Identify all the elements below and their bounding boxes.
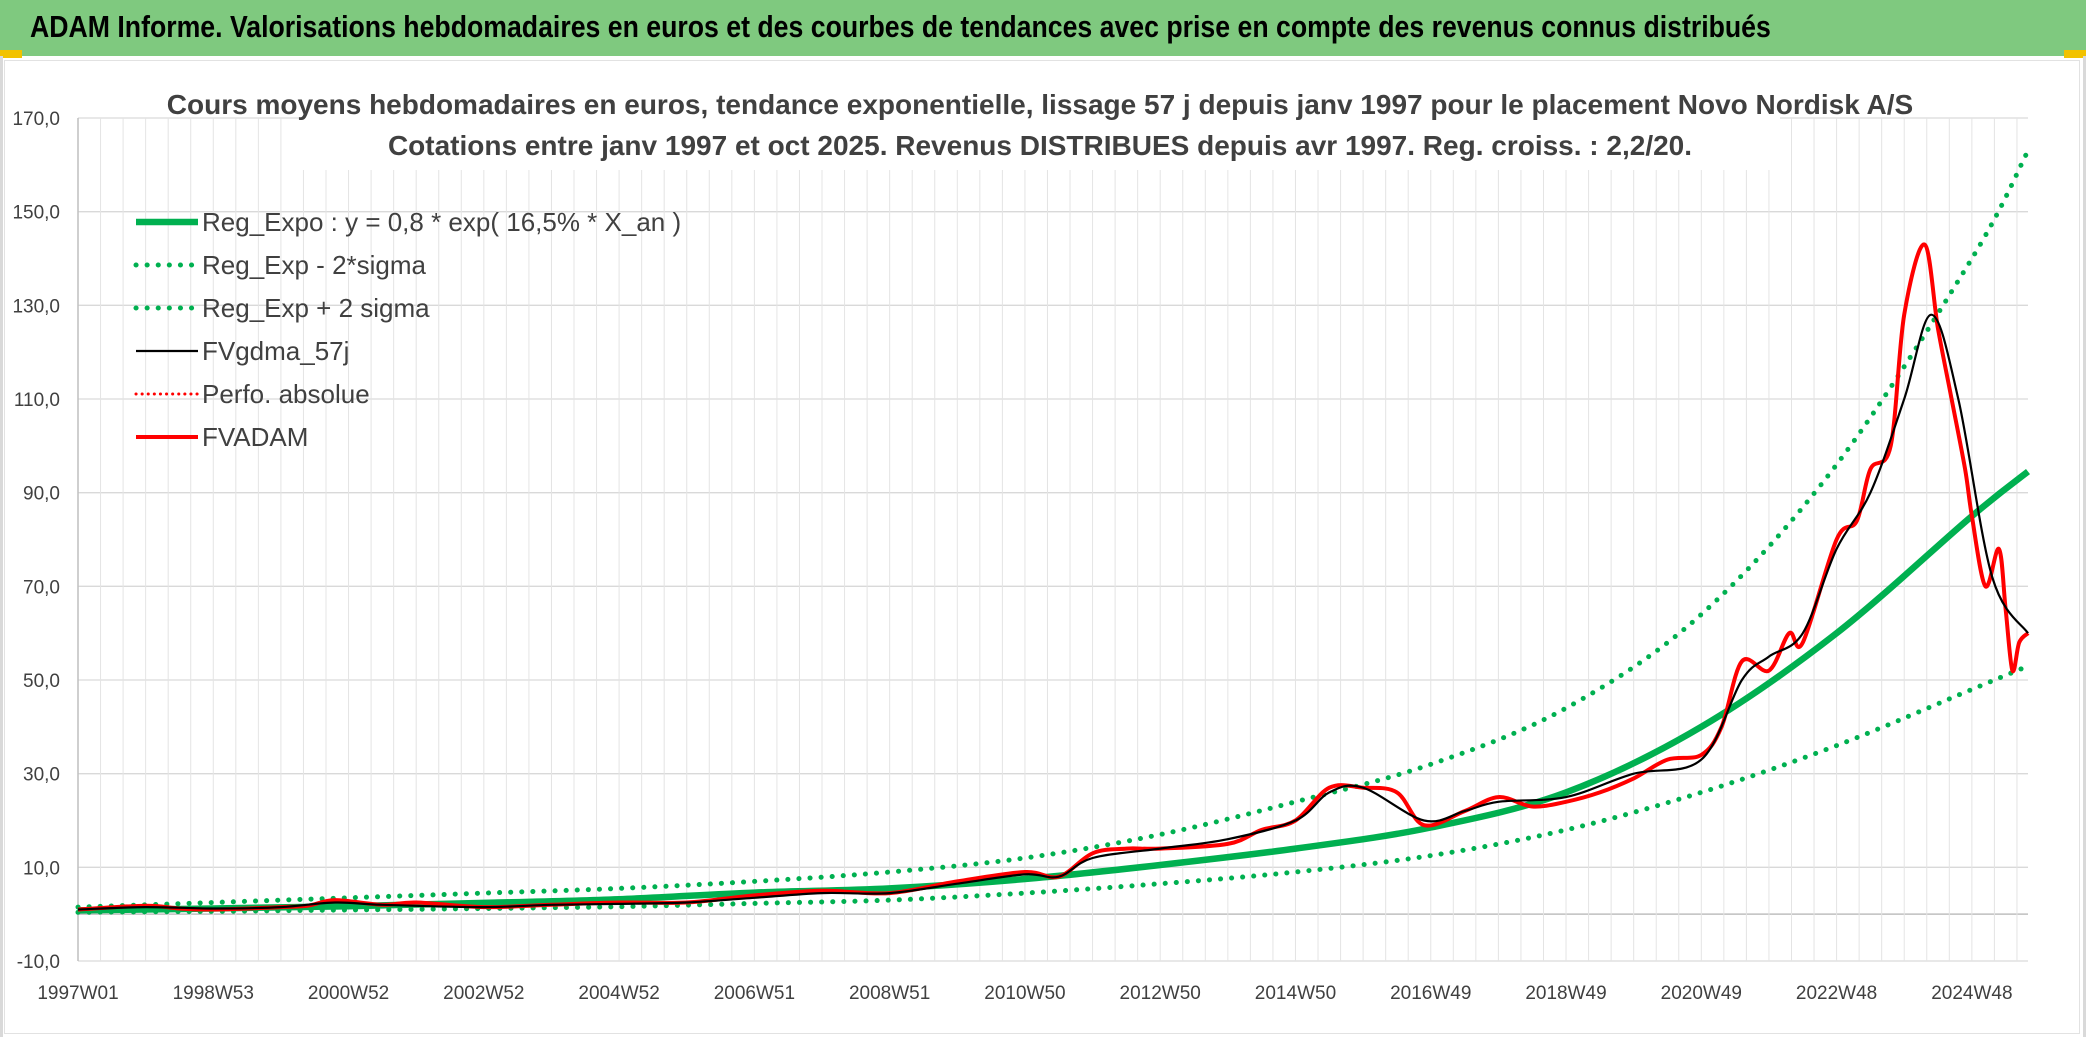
frame-right (2083, 56, 2086, 1037)
x-tick-label: 2024W48 (1931, 983, 2012, 1004)
legend-label: Reg_Exp - 2*sigma (202, 250, 427, 280)
y-tick-label: 50,0 (23, 671, 60, 692)
header-bar (0, 0, 2086, 56)
title-background (300, 86, 1780, 170)
corner-marker-right (2064, 50, 2086, 58)
x-tick-label: 2014W50 (1255, 983, 1336, 1004)
legend-label: FVADAM (202, 422, 308, 452)
y-tick-label: 70,0 (23, 577, 60, 598)
axis-labels: -10,0 10,0 30,0 50,0 70,0 90,0 110,0 130,0 150,0… (12, 109, 2012, 1004)
y-tick-label: 170,0 (12, 109, 60, 130)
x-tick-label: 2004W52 (578, 983, 659, 1004)
x-tick-label: 2008W51 (849, 983, 930, 1004)
corner-marker-left (0, 50, 22, 58)
series-fvadam (77, 242, 2030, 912)
y-tick-label: 90,0 (23, 484, 60, 505)
series-reg-exp-minus (75, 663, 2031, 915)
frame-left (0, 56, 3, 1037)
y-tick-label: 130,0 (12, 296, 60, 317)
y-tick-label: -10,0 (17, 952, 60, 973)
legend-label: FVgdma_57j (202, 336, 349, 366)
chart-subtitle: Cotations entre janv 1997 et oct 2025. R… (388, 130, 1692, 161)
chart-title: Cours moyens hebdomadaires en euros, ten… (167, 89, 1913, 120)
x-tick-label: 2006W51 (714, 983, 795, 1004)
y-tick-label: 10,0 (23, 858, 60, 879)
page-title: ADAM Informe. Valorisations hebdomadaire… (30, 9, 1771, 44)
legend-label: Reg_Expo : y = 0,8 * exp( 16,5% * X_an ) (202, 207, 681, 237)
x-tick-label: 2016W49 (1390, 983, 1471, 1004)
x-tick-label: 2020W49 (1661, 983, 1742, 1004)
x-tick-label: 2018W49 (1525, 983, 1606, 1004)
grid (77, 117, 2028, 962)
legend-label: Reg_Exp + 2 sigma (202, 293, 430, 323)
legend: Reg_Expo : y = 0,8 * exp( 16,5% * X_an )… (133, 207, 681, 452)
legend-label: Perfo. absolue (202, 379, 370, 409)
chart-border (4, 60, 2080, 1034)
y-tick-label: 110,0 (14, 390, 60, 411)
x-tick-label: 2002W52 (443, 983, 524, 1004)
x-tick-label: 2022W48 (1796, 983, 1877, 1004)
x-tick-label: 2012W50 (1120, 983, 1201, 1004)
x-tick-label: 2000W52 (308, 983, 389, 1004)
x-tick-label: 1997W01 (37, 983, 118, 1004)
x-tick-label: 2010W50 (984, 983, 1065, 1004)
series-reg-exp-plus (75, 148, 2031, 910)
y-tick-label: 150,0 (12, 203, 60, 224)
y-tick-label: 30,0 (23, 765, 60, 786)
series-reg-expo (77, 469, 2031, 914)
series-layer (75, 148, 2031, 915)
x-tick-label: 1998W53 (173, 983, 254, 1004)
series-fvgdma (77, 313, 2029, 911)
